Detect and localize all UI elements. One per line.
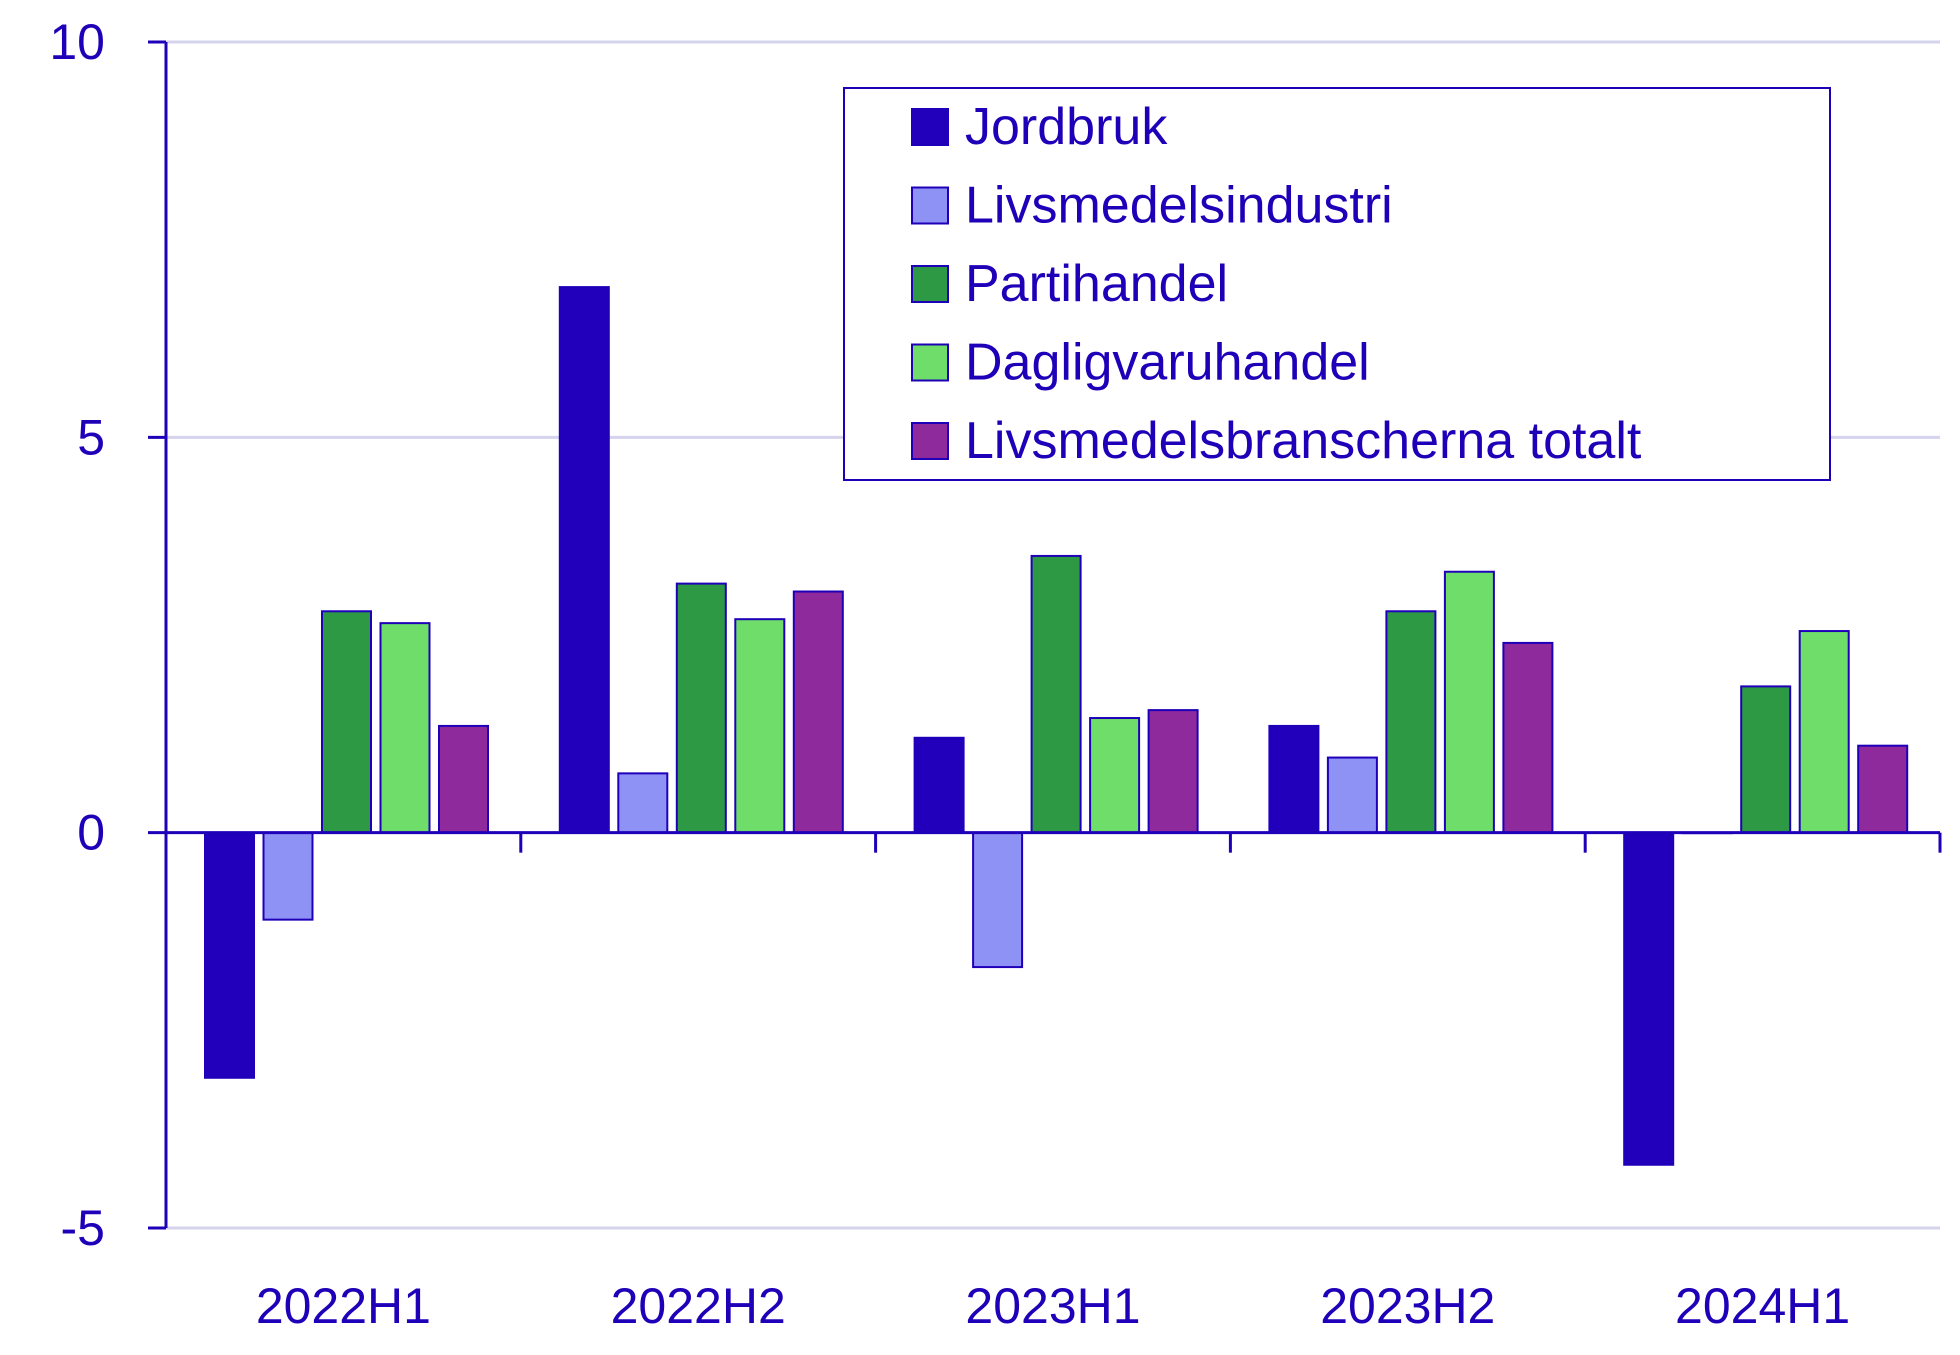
axes [148,40,1942,1230]
bar-2022H2-partihandel [675,582,727,834]
bar-2023H2-livsmedelsindustri [1326,756,1378,834]
bar-2024H1-dagligvaruhandel [1798,630,1850,834]
bar-2023H2-jordbruk [1268,724,1320,834]
y-tick-labels: 10 5 0 -5 [49,14,105,1256]
x-tick-label: 2023H2 [1320,1278,1495,1334]
x-tick-label: 2023H1 [965,1278,1140,1334]
x-tick-label: 2022H1 [256,1278,431,1334]
bar-2023H2-livsmedelsbranscherna-totalt [1502,641,1554,834]
legend-box [843,87,1831,481]
legend-swatch [911,108,949,146]
bar-2022H1-livsmedelsindustri [262,831,314,921]
legend: Jordbruk Livsmedelsindustri Partihandel Dag… [843,87,1831,481]
y-tick-label: 5 [77,409,105,465]
y-tick-label: -5 [61,1200,105,1256]
legend-label: Dagligvaruhandel [965,334,1370,392]
bar-2022H1-livsmedelsbranscherna-totalt [438,724,489,834]
legend-label: Jordbruk [965,98,1168,156]
y-tick-label: 10 [49,14,105,70]
bar-2023H1-livsmedelsbranscherna-totalt [1147,709,1199,834]
x-tick-labels: 2022H1 2022H2 2023H1 2023H2 2024H1 [256,1278,1850,1334]
bar-2022H2-jordbruk [558,286,610,834]
bar-2023H1-partihandel [1030,554,1082,834]
bar-2022H2-livsmedelsbranscherna-totalt [792,590,844,834]
bar-2023H1-jordbruk [913,736,965,834]
bar-2023H2-dagligvaruhandel [1443,570,1495,834]
x-tick-label: 2024H1 [1675,1278,1850,1334]
y-tick-label: 0 [77,805,105,861]
bar-2024H1-livsmedelsbranscherna-totalt [1857,744,1909,834]
bar-2023H1-dagligvaruhandel [1089,717,1141,834]
x-tick-label: 2022H2 [611,1278,786,1334]
legend-swatch [911,422,949,460]
legend-label: Partihandel [965,255,1228,313]
bar-2022H1-jordbruk [204,831,255,1079]
legend-label: Livsmedelsbranscherna totalt [965,412,1642,470]
legend-swatch [911,265,949,303]
bar-2022H2-dagligvaruhandel [734,618,786,834]
legend-label: Livsmedelsindustri [965,177,1393,235]
legend-swatch [911,186,949,225]
bar-2024H1-partihandel [1740,685,1792,834]
bar-2024H1-jordbruk [1623,831,1675,1166]
bars [204,286,1909,1166]
bar-2022H2-livsmedelsindustri [617,772,669,834]
bar-2022H1-dagligvaruhandel [379,622,431,834]
legend-swatch [911,343,949,382]
bar-2022H1-partihandel [321,610,372,834]
bar-2023H2-partihandel [1385,610,1437,834]
bar-2023H1-livsmedelsindustri [972,831,1024,969]
